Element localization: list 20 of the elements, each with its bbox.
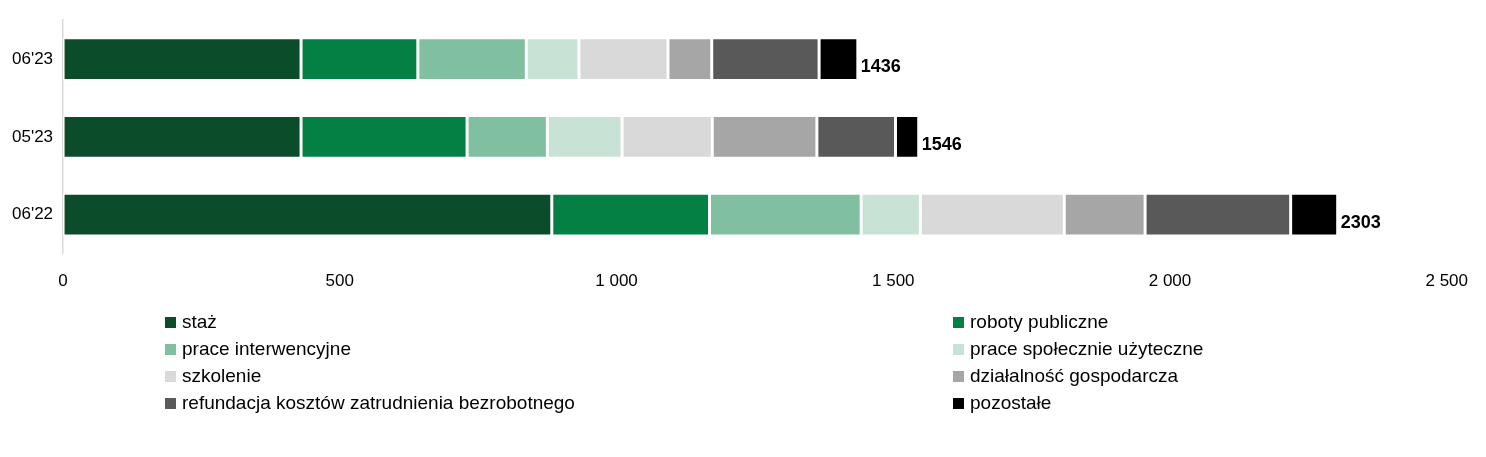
- legend-label: prace społecznie użyteczne: [970, 338, 1204, 360]
- y-tick-label: 06'23: [11, 48, 54, 68]
- y-tick-label: 05'23: [11, 126, 54, 146]
- total-label: 1436: [860, 56, 901, 77]
- total-label: 2303: [1340, 211, 1381, 232]
- legend-label: staż: [182, 311, 217, 333]
- total-label: 1546: [921, 133, 962, 154]
- legend-label: prace interwencyjne: [182, 338, 351, 360]
- legend-label: pozostałe: [970, 392, 1052, 414]
- legend-label: refundacja kosztów zatrudnienia bezrobotnego: [182, 392, 575, 414]
- x-tick-label: 2 000: [1148, 271, 1192, 291]
- x-tick-label: 500: [325, 271, 354, 291]
- legend-label: działalność gospodarcza: [970, 365, 1179, 387]
- x-tick-label: 1 000: [595, 271, 638, 291]
- legend-label: roboty publiczne: [970, 311, 1109, 333]
- x-tick-label: 1 500: [871, 271, 915, 291]
- legend-label: szkolenie: [182, 365, 262, 387]
- x-tick-label: 2 500: [1425, 271, 1468, 291]
- y-tick-label: 06'22: [11, 204, 54, 224]
- x-tick-label: 0: [58, 271, 68, 291]
